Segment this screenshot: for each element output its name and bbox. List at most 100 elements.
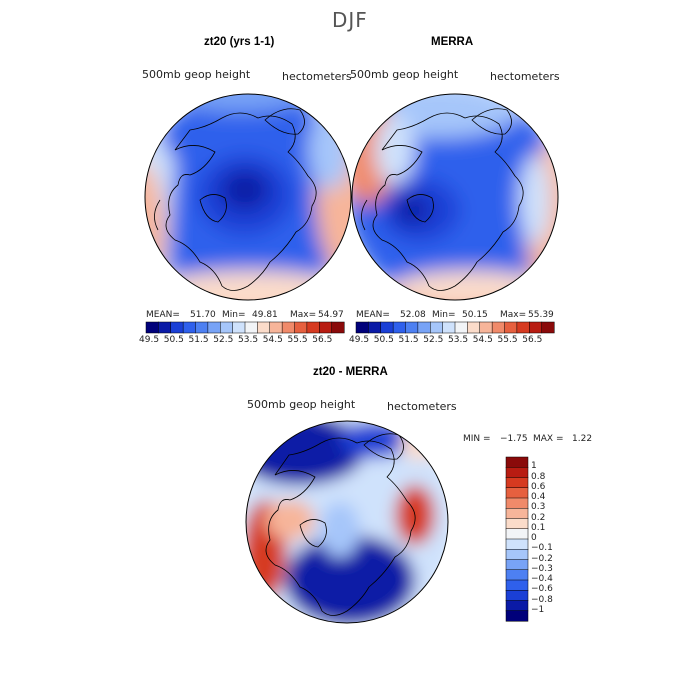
figure-title: DJF	[332, 8, 368, 32]
map-2-field-east-cool	[519, 155, 551, 245]
panel-2-colorbar-swatch	[355, 321, 369, 334]
diff-map-border	[245, 420, 449, 624]
diff-colorbar-tick-label: 0.6	[531, 481, 546, 492]
map-1-border	[144, 93, 352, 301]
panel-1-colorbar-tick-label: 55.5	[287, 335, 308, 345]
diff-colorbar-tick-label: 0.4	[531, 492, 546, 502]
panel-2-colorbar-swatch	[368, 321, 382, 334]
panel-1-colorbar-swatch	[294, 321, 308, 334]
diff-colorbar-tick-label: −0.6	[531, 584, 553, 595]
diff-colorbar-swatch	[505, 569, 529, 581]
panel-2-colorbar-swatch	[541, 321, 555, 334]
panel-2-colorbar-swatch	[380, 321, 394, 334]
diff-field-ne-pale	[400, 430, 440, 460]
panel-1-units-label: hectometers	[282, 70, 352, 83]
panel-2-colorbar-swatch	[479, 321, 493, 334]
panel-2-mean-value: 52.08	[400, 310, 426, 320]
diff-colorbar-swatch	[505, 579, 529, 591]
panel-2-title: MERRA	[431, 36, 474, 48]
panel-1-colorbar-swatch	[319, 321, 333, 334]
map-1	[144, 93, 352, 301]
panel-2-colorbar-swatch	[405, 321, 419, 334]
diff-colorbar-swatch	[505, 508, 529, 520]
panel-2-colorbar-tick-label: 52.5	[423, 335, 444, 345]
diff-min-value: −1.75	[500, 434, 528, 444]
map-1-field-north	[170, 94, 310, 112]
panel-2-colorbar-tick-label: 56.5	[522, 335, 543, 345]
diff-colorbar-tick-label: 0.3	[531, 502, 546, 513]
panel-1-colorbar-tick-label: 52.5	[213, 335, 234, 345]
diff-colorbar-tick-label: 0.2	[531, 512, 546, 523]
panel-1-colorbar-swatch	[306, 321, 320, 334]
diff-max-label: MAX =	[533, 434, 564, 444]
panel-2-variable-label: 500mb geop height	[350, 68, 459, 81]
panel-1-colorbar-tick-label: 56.5	[312, 335, 333, 345]
panel-2-mean-label: MEAN=	[356, 310, 390, 320]
panel-2-colorbar-tick-label: 54.5	[472, 335, 493, 345]
map-2	[351, 93, 559, 301]
diff-colorbar-swatch	[505, 477, 529, 489]
diff-colorbar-tick-label: −0.4	[531, 574, 553, 584]
diff-panel-title: zt20 - MERRA	[313, 366, 388, 378]
panel-2-colorbar-tick-label: 50.5	[373, 335, 394, 345]
panel-2-min-value: 50.15	[462, 310, 488, 320]
panel-2-colorbar-swatch	[417, 321, 431, 334]
diff-colorbar-tick-label: −0.2	[531, 553, 553, 564]
panel-1-colorbar	[145, 321, 345, 334]
diff-colorbar-tick-label: −0.3	[531, 563, 553, 574]
panel-1-title: zt20 (yrs 1-1)	[204, 36, 275, 48]
diff-colorbar-swatch	[505, 610, 529, 622]
panel-2-colorbar-swatch	[467, 321, 481, 334]
diff-min-label: MIN =	[463, 434, 491, 444]
panel-2-colorbar	[355, 321, 555, 334]
panel-1-min-label: Min=	[222, 310, 246, 320]
diff-colorbar-swatch	[505, 549, 529, 561]
panel-1-colorbar-swatch	[182, 321, 197, 334]
map-2-field-west-cool	[375, 115, 415, 185]
diff-colorbar-swatch	[505, 497, 529, 509]
panel-1-colorbar-swatch	[244, 321, 258, 334]
panel-1-colorbar-swatch	[331, 321, 345, 334]
diff-panel-variable-label: 500mb geop height	[247, 398, 356, 411]
diff-panel-units-label: hectometers	[387, 400, 457, 413]
panel-1-colorbar-swatch	[269, 321, 283, 334]
panel-1-max-value: 54.97	[318, 310, 344, 320]
map-1-field-core	[221, 170, 269, 210]
panel-1-colorbar-swatch	[170, 321, 184, 334]
panel-1-colorbar-tick-label: 54.5	[262, 335, 283, 345]
panel-1-colorbar-swatch	[232, 321, 246, 334]
panel-1-colorbar-swatch	[257, 321, 271, 334]
panel-1-colorbar-swatch	[220, 321, 234, 334]
panel-1-mean-value: 51.70	[190, 310, 216, 320]
panel-2-colorbar-swatch	[516, 321, 530, 334]
diff-colorbar-swatch	[505, 590, 529, 602]
panel-2-colorbar-swatch	[392, 321, 407, 334]
map-1-field-east-cool	[308, 110, 351, 190]
panel-2-colorbar-tick-label: 55.5	[497, 335, 518, 345]
panel-1-colorbar-tick-label: 49.5	[139, 335, 160, 345]
diff-colorbar-tick-label: 0.1	[531, 522, 546, 533]
panel-1-colorbar-swatch	[281, 321, 296, 334]
panel-1-colorbar-tick-label: 50.5	[163, 335, 184, 345]
diff-colorbar-swatch	[505, 600, 529, 612]
panel-2-colorbar-swatch	[454, 321, 468, 334]
map-2-field-core	[394, 195, 430, 225]
diff-colorbar-swatch	[505, 538, 529, 550]
map-1-field-west-warm	[145, 160, 165, 300]
panel-1-colorbar-swatch	[195, 321, 209, 334]
panel-2-colorbar-tick-label: 53.5	[448, 335, 469, 345]
diff-colorbar-swatch	[505, 518, 529, 530]
map-2-coastlines	[361, 108, 524, 291]
diff-map	[245, 420, 449, 624]
panel-2-colorbar-swatch	[491, 321, 506, 334]
diff-field-west-pale	[265, 500, 315, 540]
panel-2-colorbar-swatch	[529, 321, 543, 334]
diff-colorbar-tick-label: 0.8	[531, 471, 546, 482]
diff-colorbar-swatch	[505, 487, 529, 499]
panel-2-min-label: Min=	[432, 310, 456, 320]
panel-2-colorbar-tick-label: 49.5	[349, 335, 370, 345]
panel-1-variable-label: 500mb geop height	[142, 68, 251, 81]
diff-colorbar-swatch	[505, 456, 529, 468]
diff-colorbar-tick-label: 1	[531, 461, 537, 472]
